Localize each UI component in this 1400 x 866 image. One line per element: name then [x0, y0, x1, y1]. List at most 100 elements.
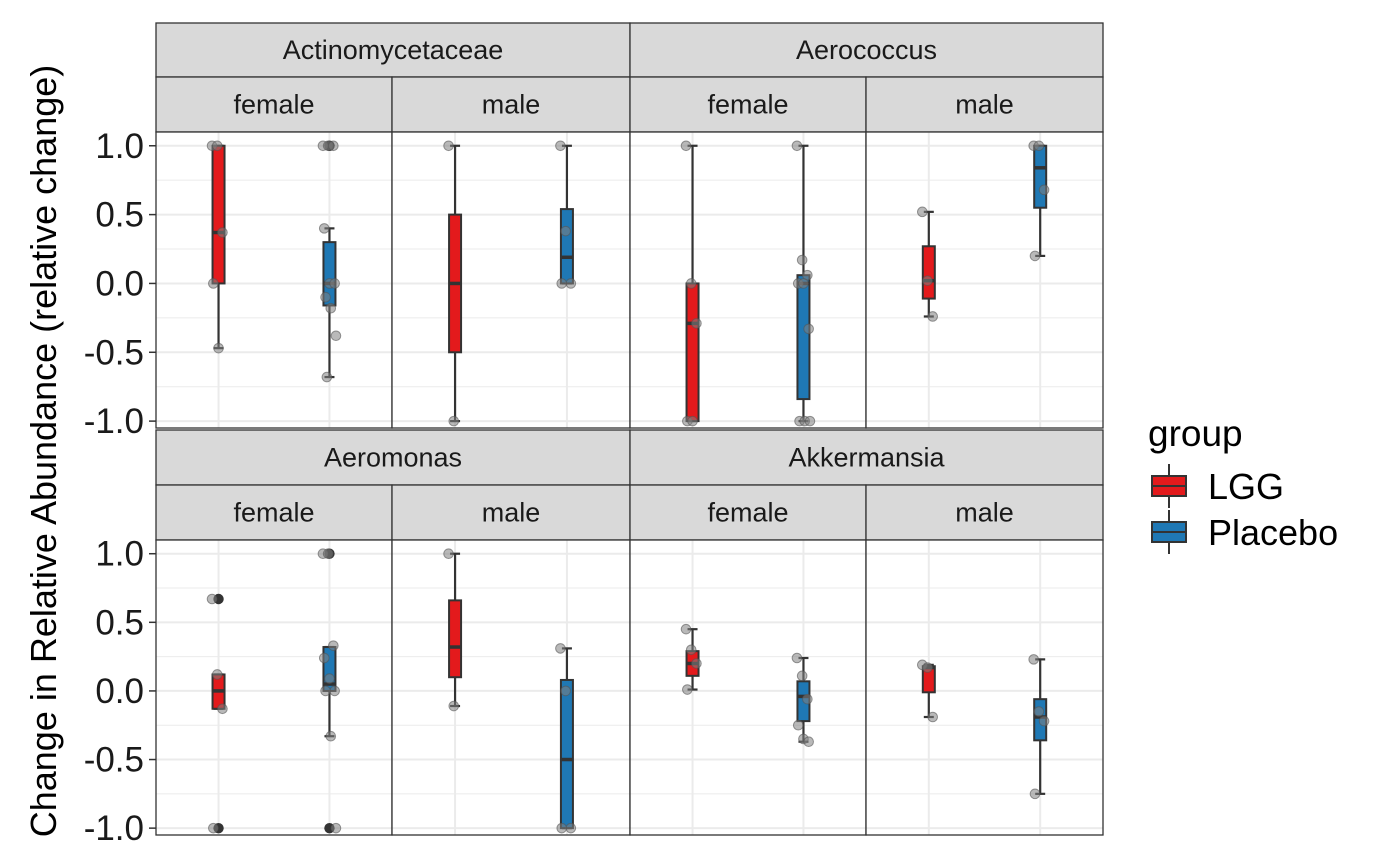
sex-strip-label: male — [955, 498, 1014, 528]
data-point — [796, 254, 808, 266]
sex-strip-label: female — [233, 90, 314, 120]
sex-strip-label: female — [233, 498, 314, 528]
data-point — [213, 342, 224, 354]
y-axis-title: Change in Relative Abundance (relative c… — [23, 65, 64, 838]
data-point — [328, 140, 339, 152]
facet-strip — [155, 22, 631, 78]
facet-panel — [391, 539, 631, 836]
data-point — [1033, 140, 1045, 152]
facet-strip-label: Akkermansia — [788, 443, 945, 473]
sex-strip-label: female — [707, 90, 788, 120]
box — [796, 274, 811, 401]
facet-panel — [629, 539, 867, 836]
y-tick-label: 0.0 — [95, 672, 144, 711]
data-point — [803, 736, 814, 747]
data-point — [325, 302, 337, 314]
data-point — [320, 291, 331, 303]
data-point — [321, 371, 333, 383]
data-point — [922, 662, 933, 673]
data-point — [691, 658, 702, 669]
sex-strip — [629, 484, 867, 541]
data-point — [917, 206, 928, 218]
box — [685, 282, 700, 423]
data-point — [329, 685, 340, 697]
data-point — [206, 593, 218, 605]
y-tick-label: -0.5 — [84, 333, 144, 372]
facet-panel — [155, 539, 393, 836]
data-point — [1033, 706, 1045, 717]
box — [921, 245, 936, 300]
data-point — [560, 685, 571, 697]
data-point — [685, 644, 697, 656]
sex-strip — [865, 484, 1104, 541]
legend: group LGG Placebo — [1148, 413, 1338, 554]
data-point — [208, 822, 219, 834]
sex-strip — [155, 76, 393, 133]
y-tick-label: 0.5 — [95, 196, 144, 235]
data-point — [443, 548, 454, 560]
y-tick-label: 1.0 — [95, 127, 144, 166]
facet-panel — [155, 131, 393, 429]
sex-strip-label: male — [482, 498, 541, 528]
facet-strip-label: Aerococcus — [796, 35, 937, 65]
data-point — [798, 278, 809, 289]
data-point — [1028, 654, 1039, 665]
data-point — [796, 670, 808, 682]
box — [559, 208, 574, 285]
data-point — [1038, 715, 1050, 727]
y-tick-label: 0.5 — [95, 603, 144, 642]
data-point — [560, 225, 571, 237]
data-point — [1029, 788, 1041, 800]
data-point — [318, 652, 330, 664]
data-point — [791, 140, 803, 152]
y-tick-label: -1.0 — [84, 809, 144, 848]
facet-panel — [865, 131, 1104, 429]
box — [448, 599, 463, 679]
panel-border — [865, 539, 1104, 836]
data-point — [325, 730, 337, 742]
panel-background — [156, 540, 392, 835]
data-point — [791, 652, 803, 664]
facet-strip-label: Aeromonas — [324, 443, 462, 473]
panel-background — [866, 132, 1103, 428]
facet-panel — [629, 131, 867, 429]
panel-background — [156, 132, 392, 428]
y-tick-label: 0.0 — [95, 264, 144, 303]
box — [211, 144, 226, 285]
sex-strip-label: female — [707, 498, 788, 528]
data-point — [322, 548, 334, 560]
panel-background — [866, 540, 1103, 835]
data-point — [328, 640, 339, 651]
data-point — [217, 227, 228, 238]
sex-strip-label: male — [955, 90, 1014, 120]
sex-strip — [391, 76, 631, 133]
data-point — [687, 415, 698, 427]
data-point — [927, 311, 939, 322]
data-point — [565, 822, 577, 834]
data-point — [330, 822, 342, 834]
panel-background — [392, 540, 630, 835]
legend-title: group — [1148, 413, 1243, 454]
data-point — [682, 684, 693, 695]
sex-strip — [865, 76, 1104, 133]
y-tick-label: -1.0 — [84, 402, 144, 441]
data-point — [318, 223, 330, 234]
data-point — [922, 275, 933, 286]
data-point — [217, 703, 228, 715]
box — [559, 678, 574, 830]
data-point — [211, 669, 223, 680]
box — [1033, 144, 1048, 209]
data-point — [330, 330, 342, 342]
data-point — [324, 673, 335, 684]
data-point — [556, 822, 568, 834]
panel-background — [630, 540, 866, 835]
data-point — [448, 700, 460, 712]
facet-strip-label: Actinomycetaceae — [283, 35, 504, 65]
data-point — [556, 278, 568, 289]
data-point — [208, 278, 219, 289]
data-point — [211, 140, 223, 152]
data-point — [555, 643, 566, 654]
data-point — [320, 685, 331, 697]
panel-background — [630, 132, 866, 428]
